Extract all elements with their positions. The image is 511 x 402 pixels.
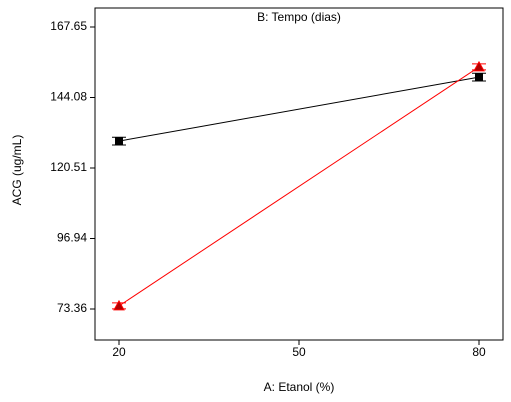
plot-frame — [94, 7, 504, 341]
y-tick-label: 167.65 — [50, 19, 87, 33]
legend-title: B: Tempo (dias) — [257, 10, 341, 24]
x-tick-label: 50 — [292, 345, 306, 359]
y-tick-label: 144.08 — [50, 90, 87, 104]
marker — [475, 73, 483, 82]
marker — [115, 137, 123, 146]
marker — [113, 299, 125, 311]
series-line — [118, 66, 480, 307]
y-tick-label: 96.94 — [57, 231, 87, 245]
x-tick-label: 80 — [472, 345, 486, 359]
marker — [473, 60, 485, 72]
y-tick-label: 120.51 — [50, 160, 87, 174]
x-axis-label: A: Etanol (%) — [264, 380, 335, 394]
x-tick-label: 20 — [112, 345, 126, 359]
y-axis-label: ACG (ug/mL) — [10, 135, 24, 206]
y-tick-label: 73.36 — [57, 301, 87, 315]
series-line — [118, 76, 480, 142]
